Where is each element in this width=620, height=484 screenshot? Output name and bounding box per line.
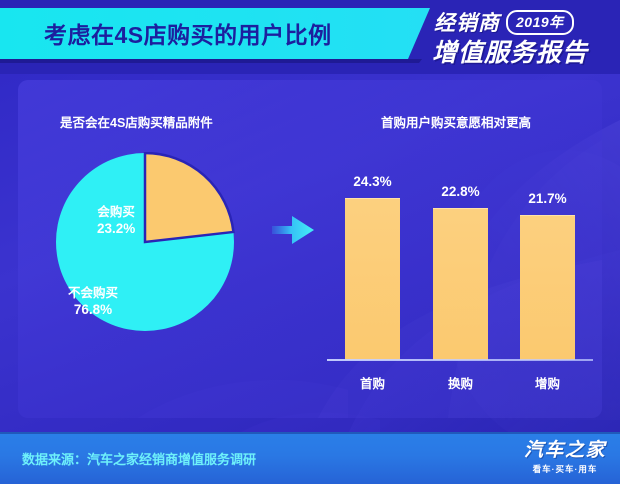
pie-chart-title: 是否会在4S店购买精品附件 — [60, 116, 213, 130]
bar-shoufu — [345, 198, 400, 360]
bar-value-huangou: 22.8% — [441, 184, 480, 200]
brand-logo-tagline: 看车·买车·用车 — [532, 463, 598, 474]
pie-label-yes: 会购买 23.2% — [97, 205, 135, 238]
bar-value-shoufu: 24.3% — [353, 174, 392, 190]
bar-zenggou — [520, 215, 575, 360]
pie-label-yes-name: 会购买 — [97, 205, 135, 219]
bar-huangou — [433, 208, 488, 360]
page-title: 考虑在4S店购买的用户比例 — [44, 22, 332, 48]
bar-chart-axis-line — [327, 359, 593, 361]
pie-chart — [55, 152, 235, 332]
bar-value-zenggou: 21.7% — [528, 191, 567, 207]
title-banner-shape — [0, 8, 430, 59]
pie-slice-yes — [143, 152, 235, 244]
report-badge-line1: 经销商 2019年 — [434, 7, 574, 37]
footer-bar: 数据来源：汽车之家经销商增值服务调研 汽车之家 看车·买车·用车 — [0, 432, 620, 484]
pie-chart-svg — [56, 152, 235, 331]
header-bar: 考虑在4S店购买的用户比例 经销商 2019年 增值服务报告 — [0, 0, 620, 74]
pie-label-no-name: 不会购买 — [68, 286, 119, 300]
data-source-text: 数据来源：汽车之家经销商增值服务调研 — [22, 452, 257, 467]
report-badge: 经销商 2019年 增值服务报告 — [430, 5, 608, 69]
bar-category-shoufu: 首购 — [359, 377, 386, 391]
title-banner-shadow — [0, 59, 422, 63]
bar-chart-title: 首购用户购买意愿相对更高 — [381, 116, 532, 130]
pie-label-yes-value: 23.2% — [97, 220, 136, 236]
report-badge-line2: 增值服务报告 — [432, 39, 589, 67]
footer-divider — [0, 432, 620, 434]
brand-logo: 汽车之家 看车·买车·用车 — [524, 441, 606, 475]
report-badge-year-pill: 2019年 — [506, 9, 574, 35]
pie-label-no: 不会购买 76.8% — [68, 286, 118, 319]
bar-category-huangou: 换购 — [447, 377, 474, 391]
pie-label-no-value: 76.8% — [73, 301, 113, 317]
right-arrow-icon — [272, 216, 314, 244]
report-badge-word-dealer: 经销商 — [434, 12, 500, 35]
bar-category-zenggou: 增购 — [534, 377, 561, 391]
brand-logo-name: 汽车之家 — [523, 440, 606, 461]
